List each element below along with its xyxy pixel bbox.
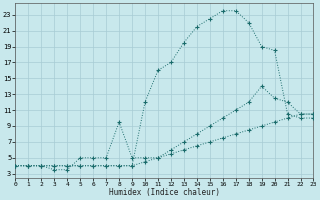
X-axis label: Humidex (Indice chaleur): Humidex (Indice chaleur)	[109, 188, 220, 197]
